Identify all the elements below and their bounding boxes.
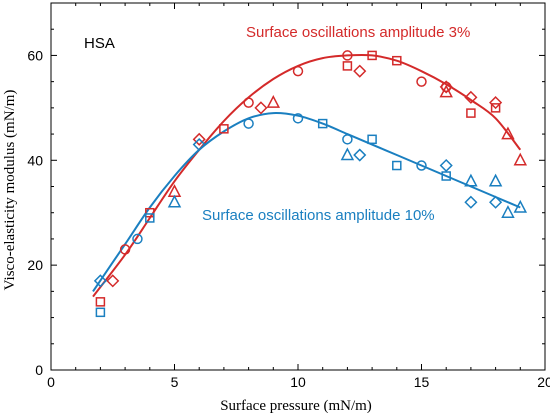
y-tick-label: 20: [27, 257, 43, 273]
square-point: [367, 134, 377, 145]
square-point: [145, 213, 155, 223]
triangle-point: [501, 205, 515, 218]
triangle-point: [167, 194, 182, 208]
triangle-point: [513, 152, 528, 166]
diamond-point: [489, 195, 503, 209]
square-point: [392, 160, 402, 171]
square-point: [219, 124, 229, 134]
circle-point: [416, 160, 427, 171]
diamond-point: [439, 158, 453, 173]
triangle-point: [501, 126, 515, 140]
series-3pct-fit-line: [92, 53, 522, 298]
x-tick-label: 5: [171, 374, 179, 390]
annotation-amplitude-10: Surface oscillations amplitude 10%: [202, 207, 435, 224]
y-tick-label: 40: [27, 152, 43, 168]
triangle-point: [488, 173, 503, 187]
square-point: [392, 55, 402, 66]
circle-point: [119, 244, 131, 255]
data-points: [93, 50, 528, 318]
triangle-point: [464, 173, 478, 187]
square-point: [317, 118, 328, 129]
series-3pct-markers: [95, 50, 528, 307]
x-tick-label: 10: [290, 374, 306, 390]
series-10pct-markers: [93, 113, 528, 318]
diamond-point: [192, 132, 206, 146]
diamond-point: [489, 96, 503, 110]
circle-point: [292, 113, 304, 124]
x-tick-label: 0: [47, 374, 55, 390]
triangle-point: [340, 147, 355, 161]
circle-point: [416, 76, 427, 87]
diamond-point: [254, 101, 268, 115]
circle-point: [292, 65, 304, 77]
x-tick-label: 20: [537, 374, 550, 390]
diamond-point: [353, 148, 367, 162]
circle-point: [243, 97, 254, 108]
triangle-point: [439, 84, 453, 98]
diamond-point: [464, 90, 478, 104]
axes: 0 5 10 15 20 0 20 40 60: [27, 2, 550, 390]
square-point: [490, 103, 501, 113]
square-point: [95, 297, 106, 307]
diamond-point: [439, 80, 453, 94]
diamond-point: [93, 274, 107, 288]
square-point: [145, 207, 155, 218]
x-axis-title: Surface pressure (mN/m): [220, 398, 372, 413]
series-10pct-fit-line: [92, 112, 521, 292]
triangle-point: [513, 199, 528, 213]
y-tick-label: 60: [27, 47, 43, 63]
circle-point: [243, 118, 254, 129]
panel-label: HSA: [84, 35, 115, 52]
annotation-amplitude-3: Surface oscillations amplitude 3%: [246, 24, 470, 41]
triangle-point: [266, 94, 281, 108]
diamond-point: [192, 137, 206, 152]
fit-curves: [92, 53, 522, 298]
square-point: [342, 61, 353, 71]
diamond-point: [464, 195, 478, 209]
square-point: [95, 307, 106, 318]
diamond-point: [353, 64, 367, 78]
square-point: [367, 50, 377, 61]
x-tick-label: 15: [414, 374, 430, 390]
y-axis-title: Visco-elasticity modulus (mN/m): [2, 90, 18, 291]
circle-point: [342, 50, 353, 61]
circle-point: [132, 233, 143, 245]
diamond-point: [106, 274, 120, 288]
y-tick-label: 0: [35, 362, 43, 378]
square-point: [466, 108, 476, 118]
circle-point: [342, 134, 353, 145]
